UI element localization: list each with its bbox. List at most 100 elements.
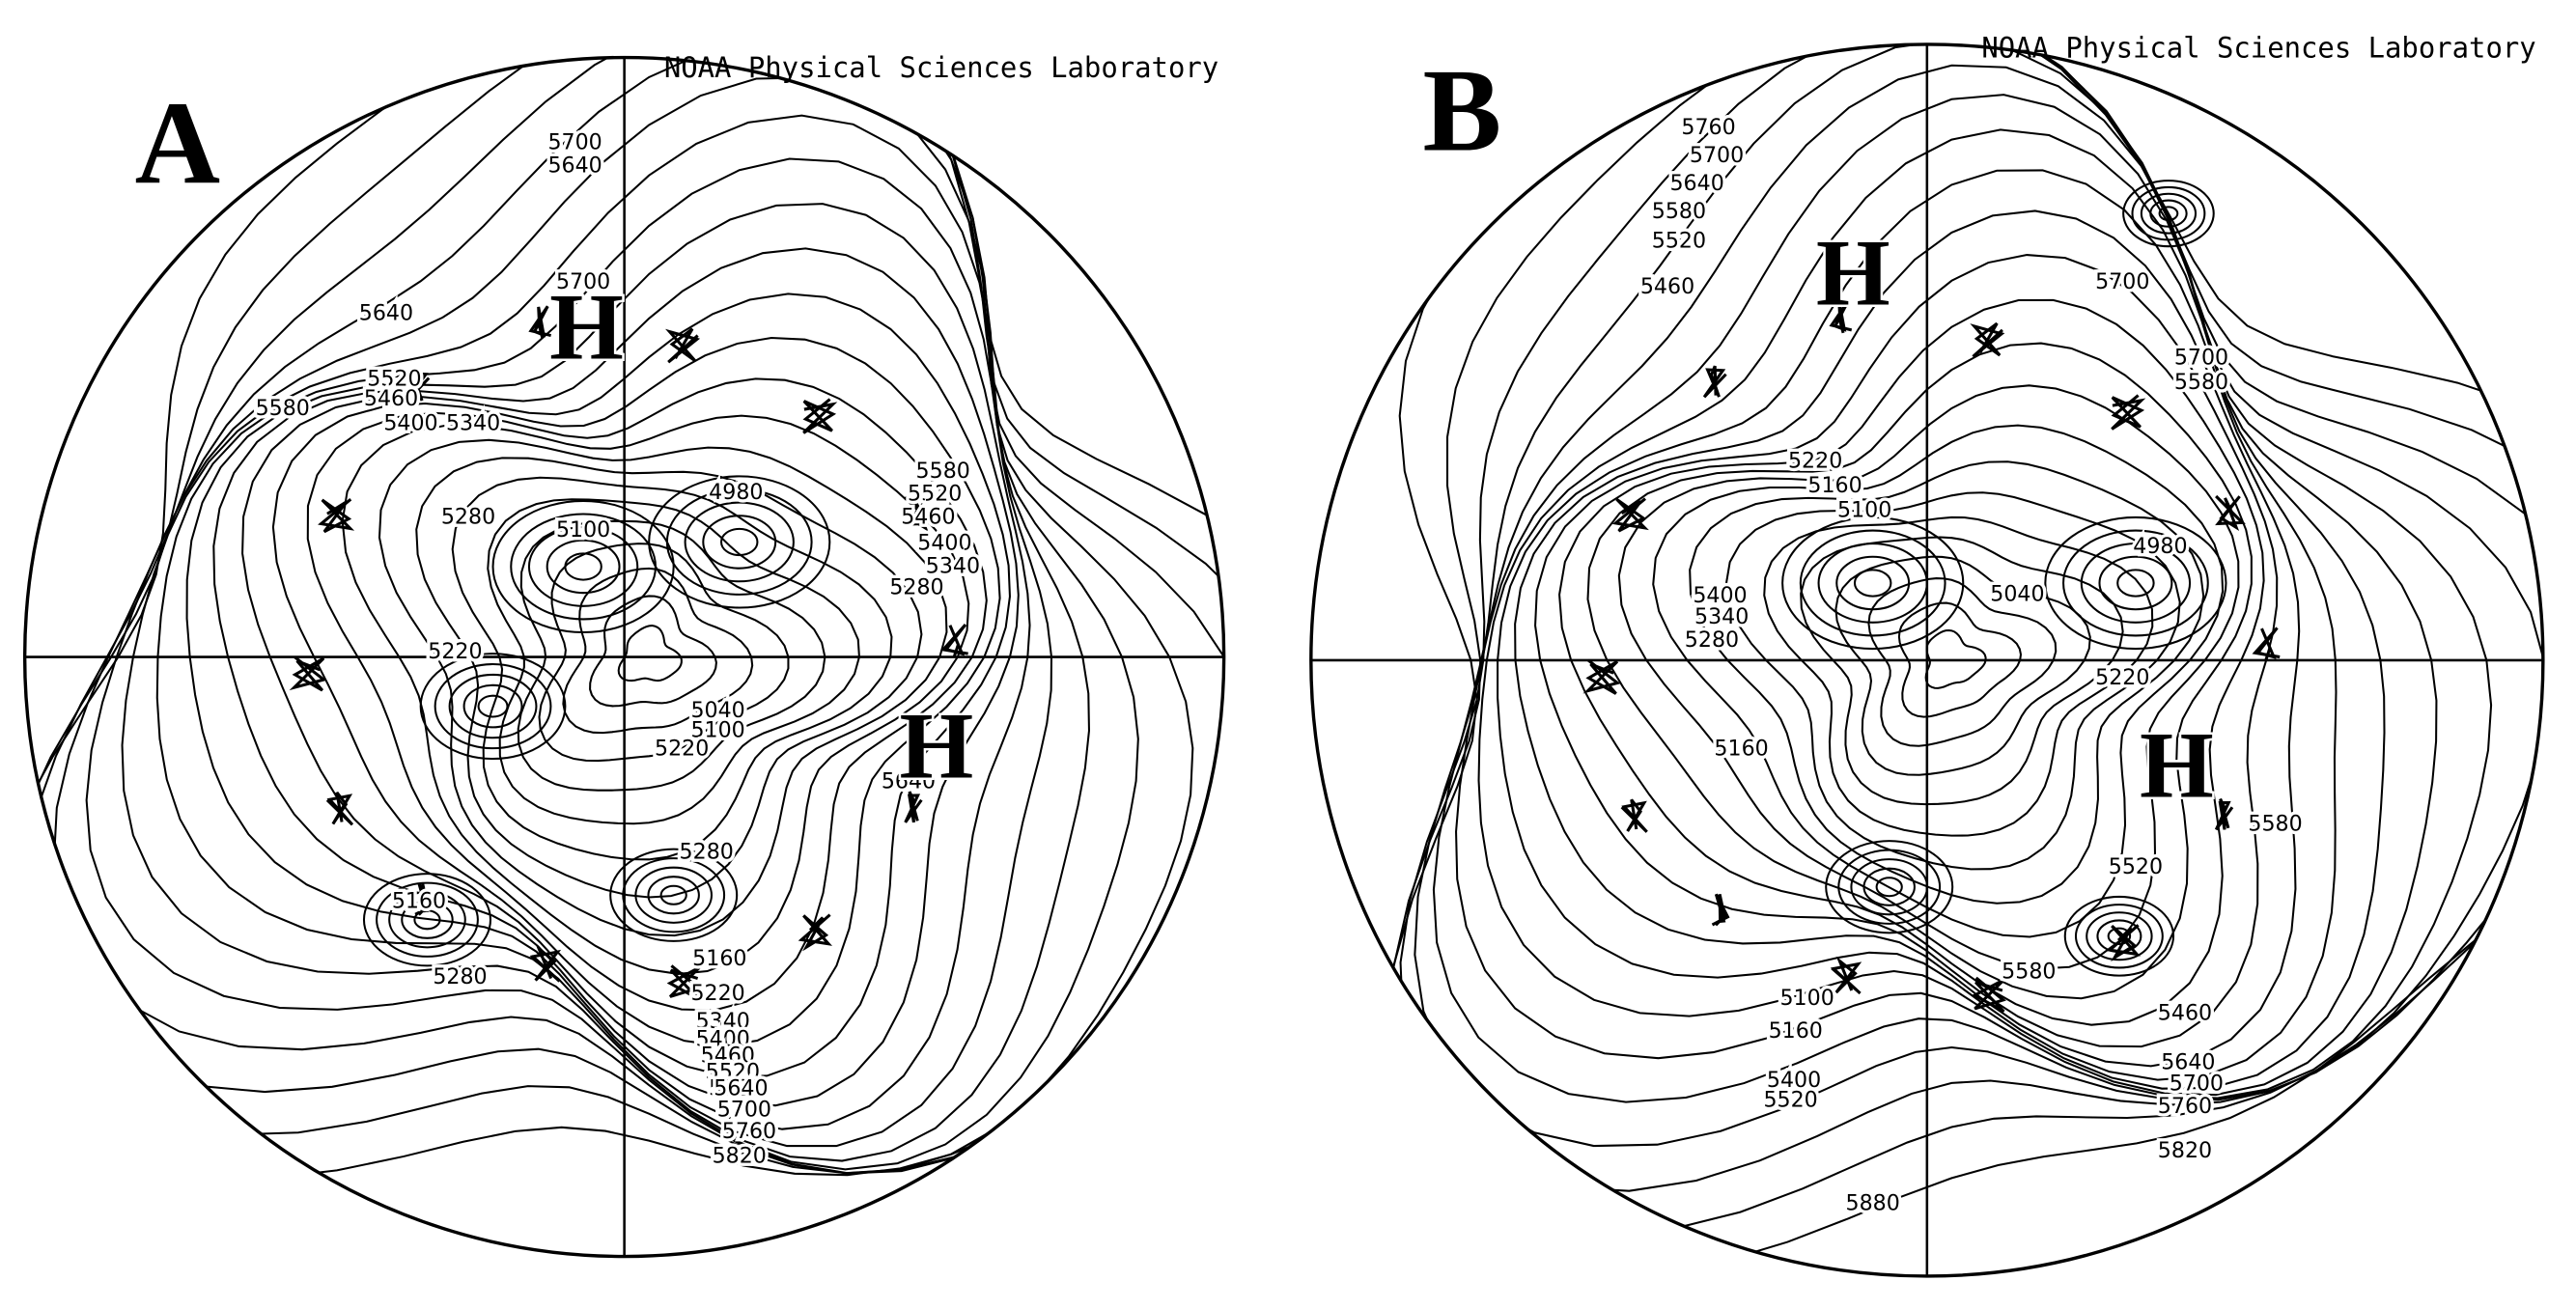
contour-label: 5460 <box>364 386 418 411</box>
high-pressure-label: H <box>549 274 624 379</box>
coastline <box>1582 658 1621 695</box>
contour-line <box>527 526 639 607</box>
contour-line <box>647 876 700 915</box>
contour-line <box>2044 515 2227 651</box>
panel-letter: A <box>135 79 220 209</box>
coastline <box>1620 798 1648 833</box>
contour-line <box>448 673 538 739</box>
contour-label: 5880 <box>1846 1191 1900 1216</box>
credit: NOAA Physical Sciences Laboratory <box>664 51 1218 84</box>
contour-label: 5700 <box>2174 345 2228 370</box>
contour-line <box>589 595 717 708</box>
contour-label: 5520 <box>1763 1087 1817 1112</box>
contour-label: 5640 <box>1670 171 1724 196</box>
contour-line <box>2116 569 2155 598</box>
contour-label: 5340 <box>446 410 500 435</box>
contour-label: 5580 <box>2002 960 2056 985</box>
contour-label: 5460 <box>1640 274 1694 299</box>
contour-label: 5520 <box>1652 229 1706 254</box>
contour-label: 5280 <box>1685 627 1739 653</box>
credit: NOAA Physical Sciences Laboratory <box>1981 32 2535 65</box>
contour-line <box>1862 867 1916 906</box>
contour-label: 5460 <box>2158 1000 2212 1025</box>
contour-label: 5400 <box>383 410 437 435</box>
contour-line <box>665 487 813 596</box>
contour-label: 4980 <box>709 480 763 505</box>
contour-line <box>659 884 687 905</box>
coastline <box>666 964 702 1001</box>
contour-label: 5760 <box>2158 1094 2212 1119</box>
coastline <box>802 398 838 434</box>
contour-line <box>1875 877 1903 898</box>
coastline <box>1970 321 2005 358</box>
contour-label: 5220 <box>690 981 744 1006</box>
contour-label: 5400 <box>696 1026 750 1051</box>
contour-label: 5580 <box>256 396 310 421</box>
coastline <box>798 913 833 952</box>
contour-line <box>684 501 795 583</box>
contour-label: 5160 <box>392 889 446 914</box>
contour-label: 5580 <box>2174 370 2228 395</box>
contour-line <box>1558 298 2265 1026</box>
contour-label: 5580 <box>1652 199 1706 224</box>
contour-label: 5640 <box>882 768 936 794</box>
contour-label: 5160 <box>1807 473 1862 498</box>
contour-label: 5700 <box>2095 269 2149 294</box>
contour-line <box>622 857 726 933</box>
coastline <box>665 327 701 364</box>
coastline <box>1971 976 2006 1014</box>
contour-line <box>362 873 492 967</box>
contour-label: 5280 <box>433 964 487 989</box>
contour-label: 5280 <box>889 575 943 600</box>
contour-line <box>1534 254 2279 1048</box>
contour-label: 5460 <box>901 504 955 529</box>
contour-label: 5400 <box>1767 1068 1821 1093</box>
contour-line <box>388 891 466 949</box>
contour-line <box>648 475 831 609</box>
contour-label: 5580 <box>916 459 970 484</box>
contour-label: 5100 <box>690 718 744 743</box>
coastline <box>2252 627 2281 661</box>
high-pressure-label: H <box>900 693 974 798</box>
contour-label: 5220 <box>428 639 482 664</box>
coastline <box>528 305 551 340</box>
contour-label: 5700 <box>547 130 602 155</box>
contour-label: 5640 <box>714 1076 768 1101</box>
coastline <box>414 882 434 916</box>
contour-label: 5640 <box>359 300 413 325</box>
contour-label: 5520 <box>2109 854 2163 879</box>
contour-label: 5400 <box>917 531 971 556</box>
contour-label: 5220 <box>1788 449 1842 474</box>
high-pressure-label: H <box>2140 713 2214 819</box>
contour-label: 5640 <box>547 153 602 178</box>
coastline <box>2111 394 2146 431</box>
contour-label: 5220 <box>655 736 709 761</box>
contour-label: 5160 <box>692 946 746 971</box>
contour-line <box>1763 515 2154 837</box>
contour-label: 5580 <box>2248 812 2302 837</box>
contour-line <box>720 527 759 557</box>
contour-line <box>1825 840 1954 934</box>
contour-label: 5160 <box>1714 736 1768 761</box>
contour-label: 5280 <box>441 504 495 529</box>
coastline <box>325 791 354 826</box>
contour-label: 5700 <box>1690 143 1744 168</box>
contour-line <box>564 552 602 581</box>
contour-line <box>376 881 479 958</box>
contour-label: 5520 <box>706 1060 760 1085</box>
contours-b <box>1384 43 2543 1275</box>
contour-line <box>609 848 739 942</box>
contour-label: 5040 <box>1990 581 2044 606</box>
contour-line <box>617 625 683 682</box>
contour-line <box>2107 927 2132 945</box>
contour-label: 5640 <box>2161 1049 2215 1074</box>
contour-label: 5700 <box>2170 1071 2224 1096</box>
coastline <box>904 791 923 823</box>
contour-line <box>1853 569 1892 598</box>
contour-label: 5520 <box>367 367 421 392</box>
contour-line <box>1837 849 1942 925</box>
contour-label: 5040 <box>690 698 744 723</box>
contour-label: 5700 <box>556 269 610 294</box>
contour-label: 4980 <box>2133 534 2187 559</box>
